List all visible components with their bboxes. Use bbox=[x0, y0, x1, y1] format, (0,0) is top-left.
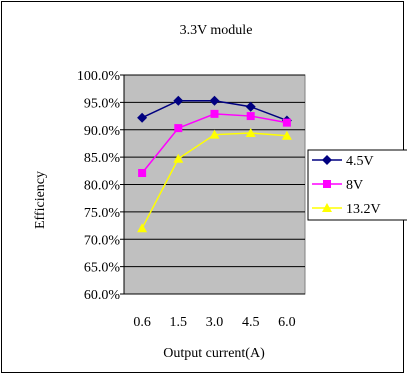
legend-label: 8V bbox=[346, 178, 363, 193]
chart-title: 3.3V module bbox=[180, 23, 253, 38]
x-tick-label: 0.6 bbox=[133, 315, 151, 330]
data-point bbox=[282, 118, 291, 127]
x-axis-ticks: 0.6 1.5 3.0 4.5 6.0 bbox=[133, 315, 295, 330]
y-tick-label: 95.0% bbox=[84, 96, 121, 111]
y-tick-label: 90.0% bbox=[84, 124, 121, 139]
x-tick-label: 1.5 bbox=[170, 315, 188, 330]
data-point bbox=[209, 95, 220, 106]
legend: 4.5V 8V 13.2V bbox=[307, 149, 407, 221]
data-point bbox=[245, 128, 256, 138]
y-tick-label: 100.0% bbox=[77, 69, 121, 84]
y-tick-label: 70.0% bbox=[84, 233, 121, 248]
x-tick-label: 4.5 bbox=[242, 315, 260, 330]
data-point bbox=[210, 109, 219, 118]
data-point bbox=[138, 169, 147, 178]
legend-label: 13.2V bbox=[346, 202, 381, 217]
y-tick-label: 60.0% bbox=[84, 288, 121, 303]
x-axis-label: Output current(A) bbox=[163, 346, 265, 361]
series-4.5V bbox=[137, 95, 292, 126]
y-axis-ticks: 100.0% 95.0% 90.0% 85.0% 80.0% 75.0% 70.0% 65.0… bbox=[77, 69, 305, 303]
x-tick-label: 6.0 bbox=[278, 315, 296, 330]
legend-label: 4.5V bbox=[346, 154, 374, 169]
legend-marker bbox=[323, 180, 331, 188]
data-point bbox=[137, 223, 148, 233]
data-point bbox=[281, 130, 292, 140]
data-point bbox=[173, 95, 184, 106]
data-point bbox=[174, 124, 183, 133]
y-tick-label: 85.0% bbox=[84, 151, 121, 166]
y-tick-label: 75.0% bbox=[84, 206, 121, 221]
series-layer bbox=[137, 95, 292, 233]
data-point bbox=[209, 129, 220, 139]
y-tick-label: 65.0% bbox=[84, 261, 121, 276]
data-point bbox=[173, 153, 184, 163]
data-point bbox=[137, 112, 148, 123]
legend-marker bbox=[322, 203, 332, 212]
legend-marker bbox=[322, 155, 332, 165]
x-tick-label: 3.0 bbox=[206, 315, 224, 330]
data-point bbox=[246, 112, 255, 121]
y-axis-label: Efficiency bbox=[33, 171, 48, 229]
series-13.2V bbox=[137, 128, 292, 233]
series-8V bbox=[138, 109, 291, 178]
y-tick-label: 80.0% bbox=[84, 179, 121, 194]
data-point bbox=[245, 101, 256, 112]
